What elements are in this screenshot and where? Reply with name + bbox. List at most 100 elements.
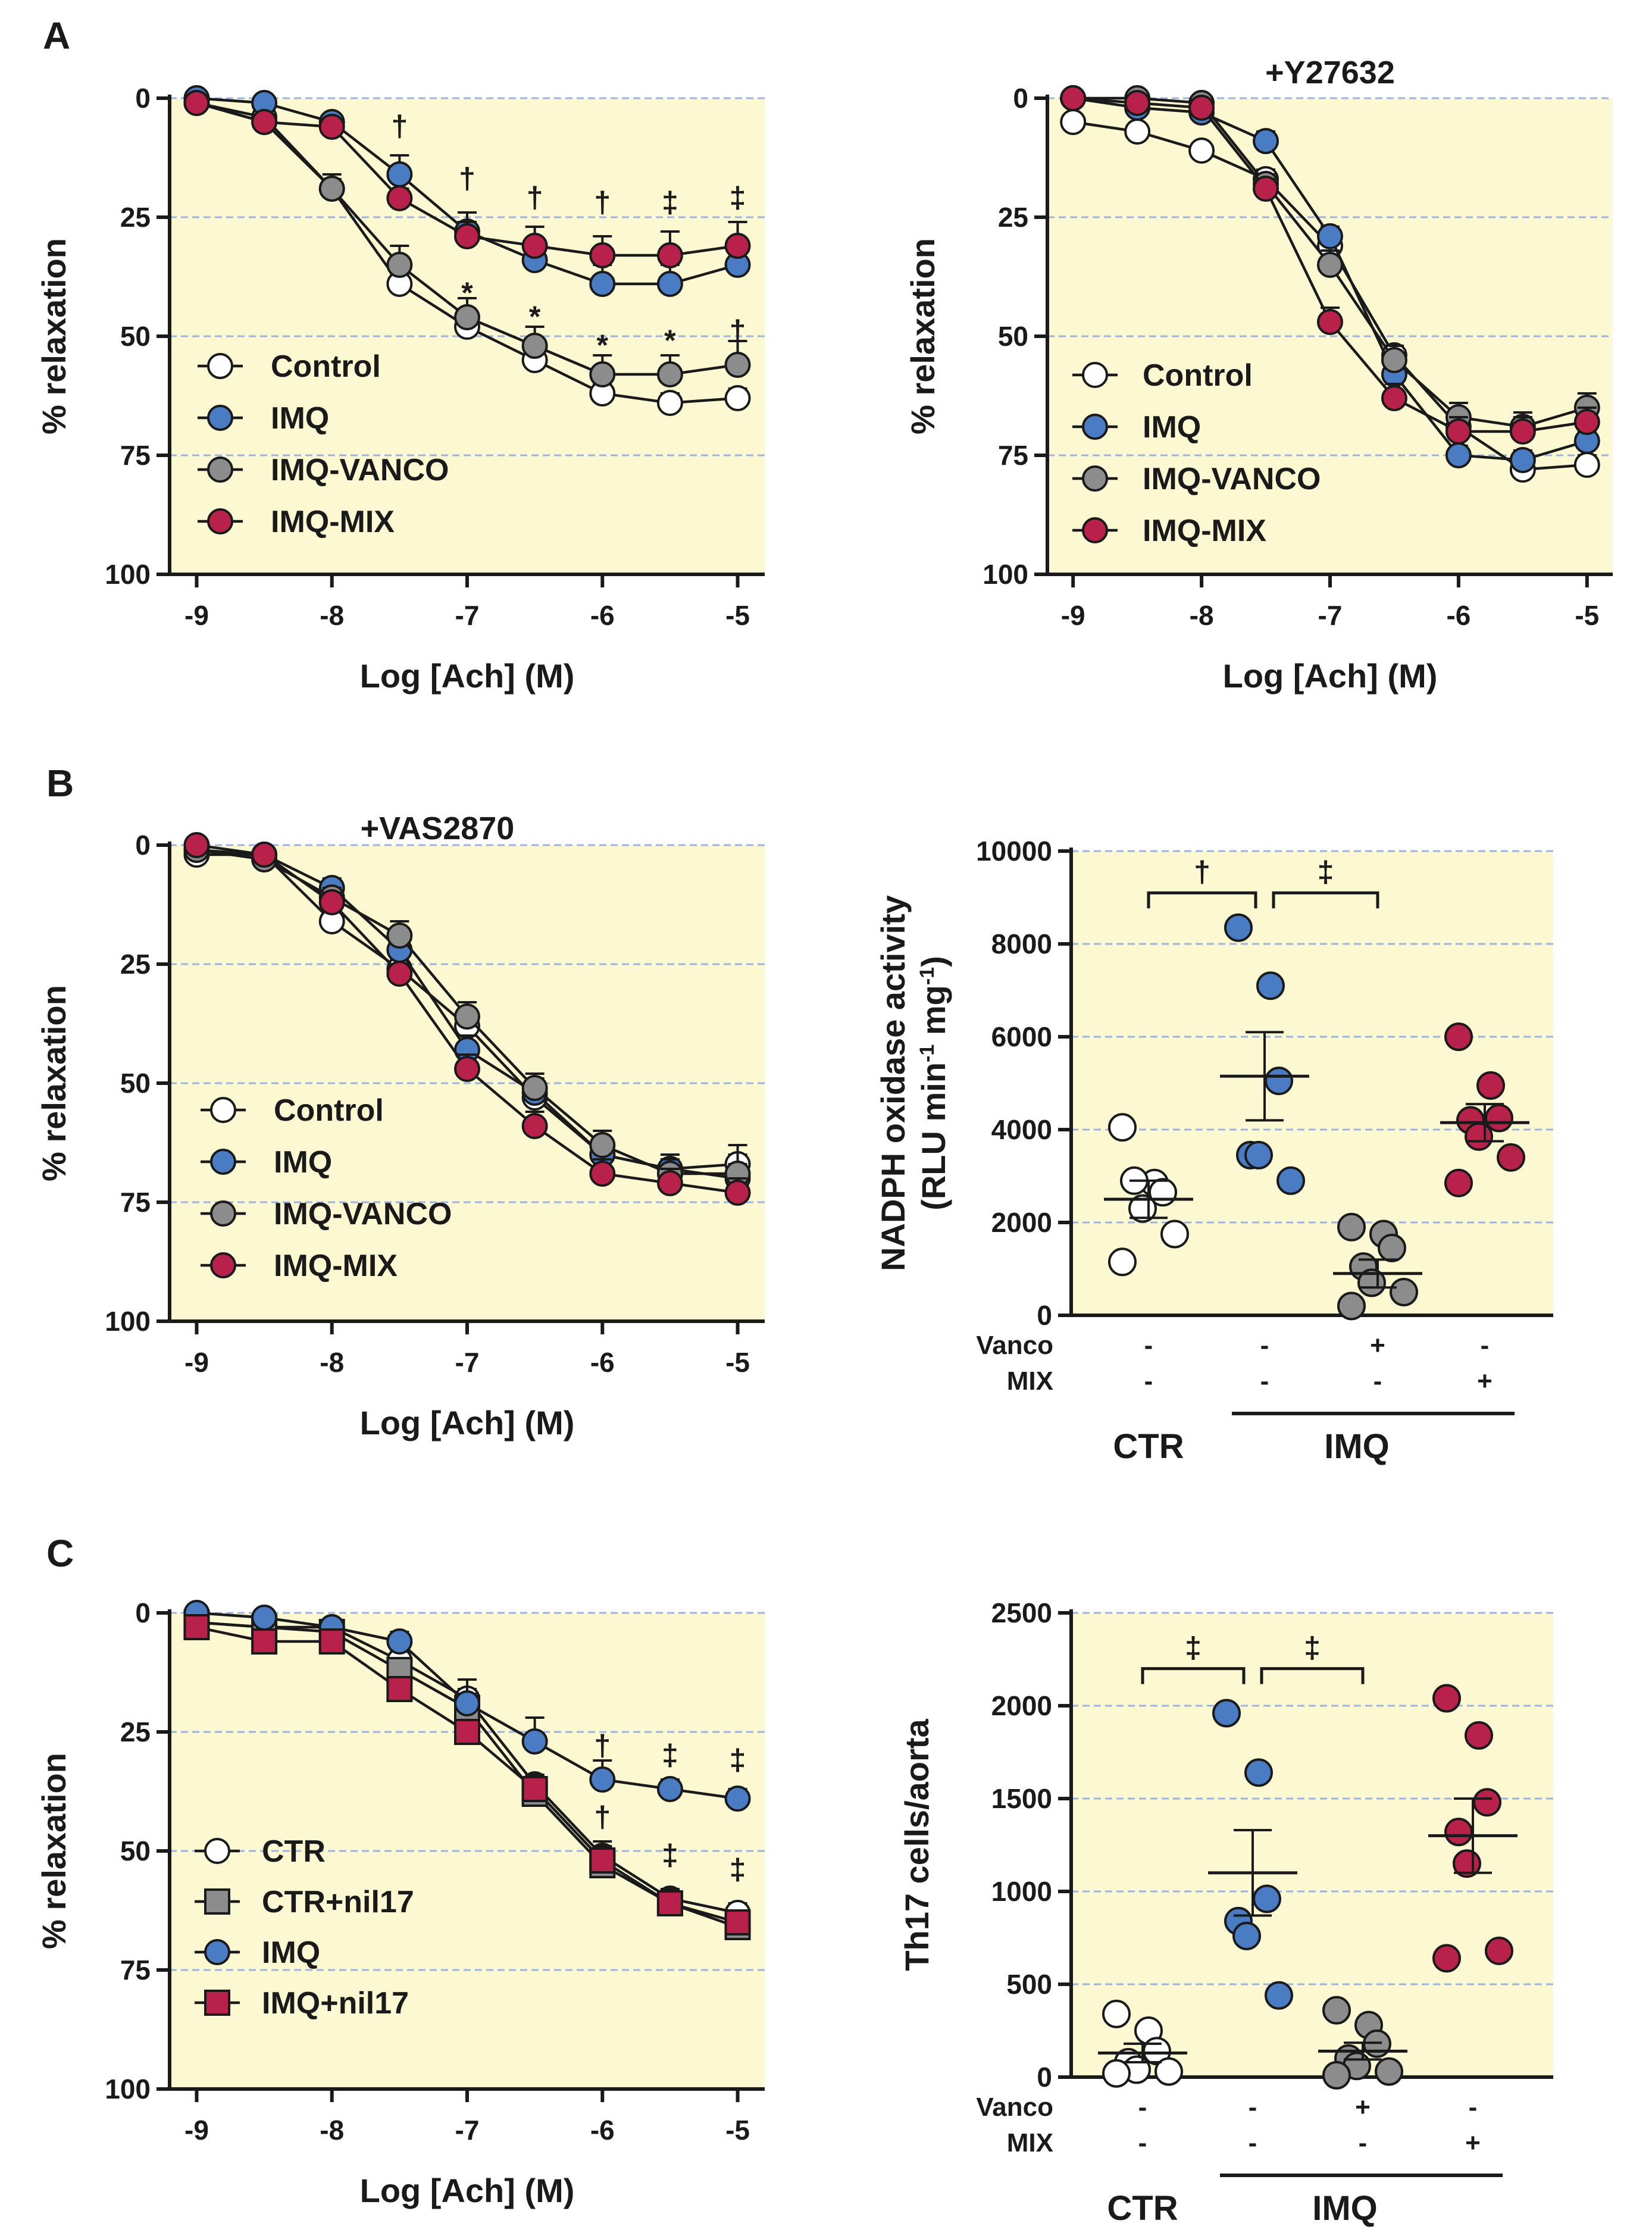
chart-c-left: 0 25 50 75 100 -9 -8 -7 -6 -5 Log [Ach] (M) % relax… <box>35 1597 765 2209</box>
significance-mark: † <box>1194 855 1210 889</box>
x-axis-title: Log [Ach] (M) <box>360 657 575 695</box>
data-point <box>656 1890 683 1916</box>
series-imq-mix <box>183 832 751 1206</box>
y-tick-label: 6000 <box>991 1021 1052 1052</box>
x-axis-title: Log [Ach] (M) <box>360 1404 575 1441</box>
y-tick-label: 0 <box>135 1597 151 1628</box>
data-point <box>454 1719 480 1745</box>
data-point <box>1445 418 1472 445</box>
legend-label: CTR <box>262 1834 326 1869</box>
group-label-imq: IMQ <box>1312 2189 1378 2228</box>
y-tick-label: 50 <box>120 321 151 352</box>
legend-marker <box>207 456 233 483</box>
condition-label: Vanco <box>976 2093 1053 2122</box>
y-tick-label: 2500 <box>991 1597 1052 1628</box>
data-point <box>1509 418 1536 445</box>
data-point <box>1224 913 1253 942</box>
y-tick-label: 50 <box>120 1068 151 1099</box>
legend-marker <box>204 1939 230 1965</box>
data-point <box>724 233 751 259</box>
dot-group-3 <box>1428 1684 1518 1973</box>
legend-label: IMQ <box>1143 410 1201 445</box>
data-point <box>251 109 278 135</box>
significance-bracket <box>1272 891 1379 909</box>
y-tick-label: 4000 <box>991 1114 1052 1145</box>
data-point <box>454 1003 480 1030</box>
data-point <box>521 1075 548 1101</box>
y-tick-label: 50 <box>120 1835 151 1866</box>
data-point <box>521 1728 548 1755</box>
data-point <box>1337 1292 1366 1321</box>
data-point <box>183 90 210 116</box>
significance-mark: † <box>527 181 543 214</box>
x-axis-title: Log [Ach] (M) <box>1223 657 1438 695</box>
y-tick-label: 2000 <box>991 1207 1052 1238</box>
group-label-ctr: CTR <box>1107 2189 1178 2228</box>
legend-marker <box>207 405 233 431</box>
legend-label: IMQ-MIX <box>271 505 395 539</box>
data-point <box>1108 1247 1137 1277</box>
data-point <box>1060 85 1087 111</box>
y-tick-label: 8000 <box>991 928 1052 959</box>
data-point <box>1573 452 1600 478</box>
data-point <box>521 1113 548 1139</box>
data-point <box>1317 223 1343 249</box>
units-superscript: -1 <box>916 1045 938 1062</box>
y-tick-label: 500 <box>1006 1969 1052 2000</box>
x-tick-label: -7 <box>455 600 480 631</box>
significance-mark: ‡ <box>730 1853 746 1886</box>
x-tick-label: -8 <box>1190 600 1214 631</box>
legend-label: Control <box>274 1093 384 1128</box>
data-point <box>1509 447 1536 473</box>
chart-title: +Y27632 <box>1265 55 1395 90</box>
legend-marker <box>207 353 233 379</box>
data-point <box>1444 1818 1473 1847</box>
y-tick-label: 100 <box>983 559 1028 590</box>
data-point <box>1244 1758 1273 1787</box>
data-point <box>386 1628 413 1655</box>
data-point <box>1244 1140 1273 1169</box>
x-tick-label: -5 <box>1575 600 1599 631</box>
condition-value: - <box>1144 1366 1153 1396</box>
series-imq-nil17 <box>183 1614 751 1935</box>
data-point <box>724 1180 751 1206</box>
data-point <box>318 114 345 140</box>
data-point <box>1485 1103 1513 1133</box>
y-tick-label: 100 <box>105 1306 151 1337</box>
data-point <box>1253 128 1279 154</box>
data-point <box>454 1690 480 1716</box>
significance-mark: ‡ <box>730 1743 746 1777</box>
data-point <box>1160 1219 1189 1249</box>
y-tick-label: 50 <box>998 321 1028 352</box>
data-point <box>724 1785 751 1812</box>
data-point <box>1232 1921 1261 1950</box>
data-point <box>589 1766 616 1793</box>
panel-label-c: C <box>46 1532 74 1575</box>
significance-mark: † <box>730 314 746 348</box>
x-tick-label: -7 <box>1318 600 1343 631</box>
data-point <box>1444 1168 1473 1197</box>
data-point <box>521 233 548 259</box>
y-axis-title: Th17 cells/aorta <box>898 1718 935 1971</box>
x-tick-label: -6 <box>590 2115 615 2146</box>
data-point <box>386 185 413 211</box>
significance-mark: † <box>459 162 475 195</box>
dot-group-0 <box>1098 1999 1187 2088</box>
data-point <box>1212 1699 1241 1728</box>
data-point <box>589 271 616 297</box>
legend-label: Control <box>1143 358 1253 393</box>
plot-area <box>1071 851 1553 1315</box>
data-point <box>318 1628 345 1655</box>
legend-marker <box>210 1097 236 1123</box>
y-tick-label: 1000 <box>991 1876 1052 1907</box>
significance-mark: * <box>529 300 541 333</box>
dot-group-1 <box>1220 913 1309 1195</box>
significance-bracket <box>1141 1667 1246 1684</box>
y-tick-label: 75 <box>120 1187 151 1218</box>
legend-marker <box>204 1838 230 1864</box>
legend-marker <box>210 1149 236 1175</box>
legend-label: IMQ <box>271 401 329 436</box>
legend-marker <box>207 508 233 534</box>
data-point <box>1322 2060 1351 2090</box>
data-point <box>251 842 278 868</box>
